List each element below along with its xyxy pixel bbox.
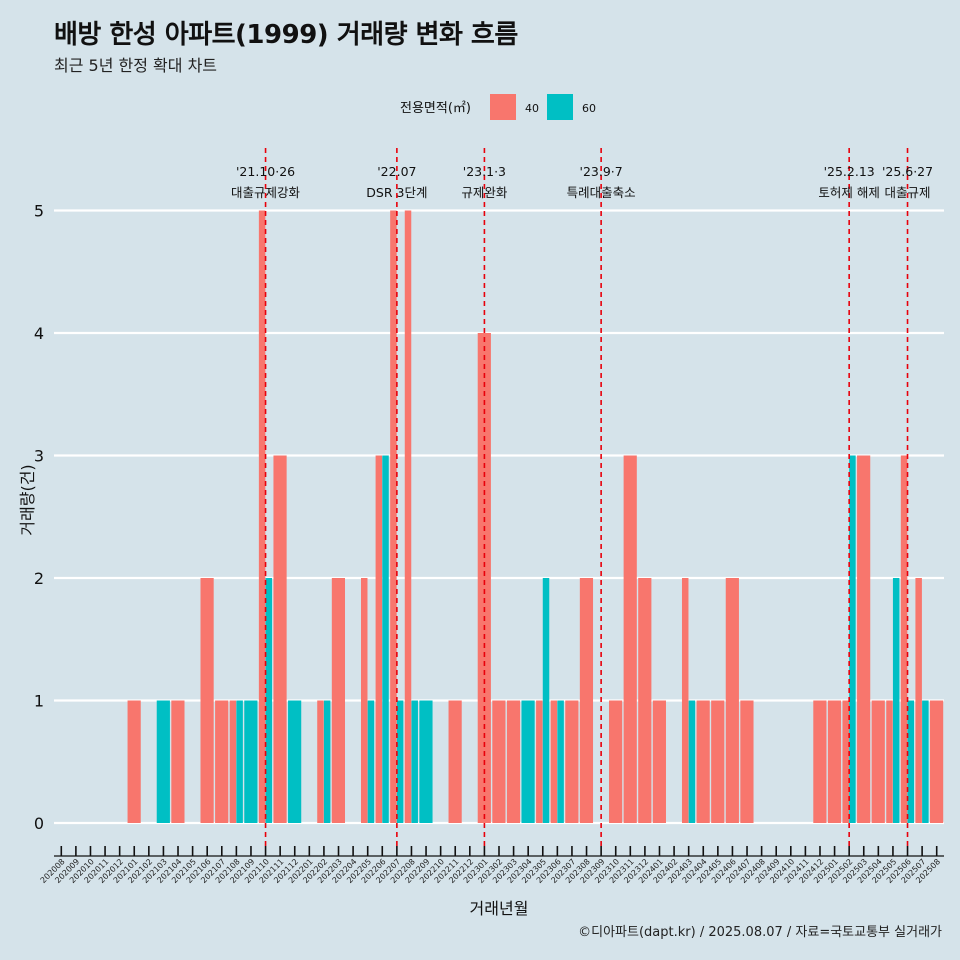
event-label: 규제완화: [461, 185, 508, 200]
bar-60-202206: [382, 455, 389, 823]
legend-swatch-60: [547, 94, 573, 120]
y-tick-label: 1: [34, 692, 44, 711]
source-caption: ©디아파트(dapt.kr) / 2025.08.07 / 자료=국토교통부 실…: [578, 925, 942, 940]
bar-40-202104: [171, 700, 185, 823]
chart-subtitle: 최근 5년 한정 확대 차트: [54, 56, 218, 75]
legend-title: 전용면적(㎡): [400, 101, 471, 116]
event-label: 토허제 해제: [818, 185, 879, 200]
bar-40-202205: [360, 578, 368, 823]
bar-40-202407: [740, 700, 754, 823]
bar-60-202505: [892, 578, 900, 823]
bar-40-202110: [258, 210, 266, 823]
bar-40-202106: [200, 578, 214, 823]
event-date: '25.2.13: [824, 164, 875, 179]
bar-40-202108: [229, 700, 237, 823]
bar-40-202506: [900, 455, 908, 823]
bar-40-202403: [681, 578, 689, 823]
y-tick-label: 3: [34, 447, 44, 466]
bar-40-202305: [536, 700, 543, 823]
bar-40-202303: [506, 700, 521, 823]
bar-40-202406: [725, 578, 739, 823]
bar-40-202306: [550, 700, 558, 823]
bar-60-202502: [849, 455, 856, 823]
bar-40-202211: [448, 700, 462, 823]
bar-40-202503: [857, 455, 871, 823]
bar-60-202507: [922, 700, 929, 823]
bar-60-202209: [419, 700, 433, 823]
bar-60-202506: [907, 700, 915, 823]
y-tick-label: 4: [34, 324, 44, 343]
bar-60-202304: [521, 700, 535, 823]
bar-40-202107: [215, 700, 229, 823]
event-date: '23.9·7: [580, 164, 623, 179]
y-tick-label: 2: [34, 569, 44, 588]
bar-60-202110: [265, 578, 273, 823]
legend-label-40: 40: [525, 102, 539, 115]
bar-40-202203: [331, 578, 346, 823]
bar-40-202405: [711, 700, 725, 823]
x-axis-title: 거래년월: [470, 899, 529, 918]
bar-60-202306: [557, 700, 564, 823]
bar-40-202401: [652, 700, 666, 823]
bar-60-202208: [411, 700, 418, 823]
bar-40-202412: [813, 700, 827, 823]
event-date: '22.07: [377, 164, 416, 179]
event-label: 대출규제: [885, 185, 931, 200]
bar-60-202403: [688, 700, 696, 823]
bar-40-202312: [638, 578, 652, 823]
bar-40-202307: [565, 700, 579, 823]
bar-60-202108: [236, 700, 243, 823]
bar-40-202502: [842, 700, 849, 823]
bar-60-202112: [288, 700, 302, 823]
event-label: 대출규제강화: [231, 185, 301, 200]
legend-label-60: 60: [582, 102, 596, 115]
event-date: '21.10·26: [236, 164, 295, 179]
bar-40-202501: [827, 700, 842, 823]
bar-60-202202: [323, 700, 331, 823]
bar-40-202504: [871, 700, 885, 823]
bar-40-202404: [696, 700, 710, 823]
bar-40-202308: [579, 578, 594, 823]
y-axis-title: 거래량(건): [18, 464, 37, 535]
y-tick-label: 0: [34, 814, 44, 833]
event-label: 특례대출축소: [567, 185, 636, 200]
event-label: DSR 3단계: [366, 185, 427, 200]
bar-40-202207: [390, 210, 397, 823]
bar-40-202101: [127, 700, 141, 823]
bar-40-202310: [609, 700, 623, 823]
bar-40-202202: [317, 700, 324, 823]
event-date: '25.6·27: [882, 164, 933, 179]
bar-40-202505: [886, 700, 893, 823]
bar-60-202109: [244, 700, 258, 823]
chart-title: 배방 한성 아파트(1999) 거래량 변화 흐름: [54, 20, 518, 50]
legend-swatch-40: [490, 94, 516, 120]
bar-60-202305: [542, 578, 550, 823]
bar-40-202111: [273, 455, 287, 823]
event-date: '23.1·3: [463, 164, 506, 179]
bar-40-202507: [915, 578, 922, 823]
bar-40-202208: [404, 210, 412, 823]
bar-60-202207: [396, 700, 404, 823]
bar-40-202301: [477, 333, 491, 823]
bar-40-202311: [623, 455, 637, 823]
bar-40-202508: [930, 700, 944, 823]
bar-40-202206: [375, 455, 383, 823]
bar-60-202205: [367, 700, 375, 823]
y-tick-label: 5: [34, 202, 44, 221]
bar-60-202103: [156, 700, 170, 823]
bar-40-202302: [492, 700, 506, 823]
